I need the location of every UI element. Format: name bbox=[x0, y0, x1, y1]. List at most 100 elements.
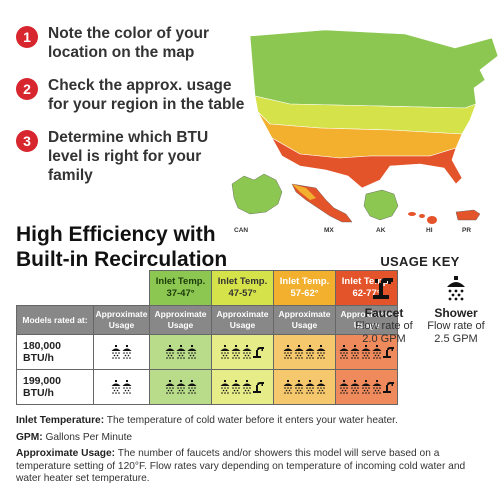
faucet-icon bbox=[382, 347, 394, 358]
shower-icon bbox=[111, 380, 121, 394]
usage-cell bbox=[273, 369, 336, 405]
step-text: Note the color of your location on the m… bbox=[48, 25, 210, 61]
step-number-badge: 3 bbox=[16, 130, 38, 152]
usage-key-title: USAGE KEY bbox=[380, 254, 460, 269]
table-subheader-row: Models rated at: Approximate Usage Appro… bbox=[16, 305, 398, 335]
shower-icon bbox=[283, 345, 293, 359]
label-pr: PR bbox=[462, 227, 471, 234]
shower-icon bbox=[361, 380, 370, 394]
shower-key-desc: Flow rate of 2.5 GPM bbox=[427, 320, 485, 345]
shower-icon bbox=[316, 380, 326, 394]
shower-icon bbox=[231, 345, 241, 359]
faucet-icon bbox=[253, 347, 264, 358]
faucet-key: Faucet Flow rate of 2.0 GPM bbox=[350, 275, 418, 346]
shower-icon bbox=[339, 345, 348, 359]
shower-icon bbox=[176, 380, 185, 394]
shower-icon bbox=[122, 345, 132, 359]
shower-key: Shower Flow rate of 2.5 GPM bbox=[422, 275, 490, 346]
shower-icon bbox=[165, 345, 174, 359]
notes: Inlet Temperature: The temperature of co… bbox=[16, 415, 486, 490]
column-header: Inlet Temp. 47-57° bbox=[211, 270, 274, 306]
usage-cell bbox=[211, 369, 274, 405]
step-2: 2 Check the approx. usage for your regio… bbox=[16, 76, 246, 114]
column-header: Inlet Temp. 37-47° bbox=[149, 270, 212, 306]
mexico-map: MX bbox=[291, 183, 353, 234]
step-1: 1 Note the color of your location on the… bbox=[16, 24, 246, 62]
shower-icon bbox=[305, 345, 315, 359]
title-line-2: Built-in Recirculation bbox=[16, 248, 228, 271]
usa-map bbox=[249, 29, 499, 189]
usage-cell bbox=[335, 369, 398, 405]
shower-icon bbox=[350, 380, 359, 394]
title-line-1: High Efficiency with bbox=[16, 223, 216, 246]
faucet-icon bbox=[373, 278, 393, 299]
shower-icon bbox=[294, 380, 304, 394]
note-usage: Approximate Usage: The number of faucets… bbox=[16, 448, 466, 484]
shower-icon bbox=[187, 345, 196, 359]
shower-icon bbox=[305, 380, 315, 394]
shower-icon bbox=[242, 380, 252, 394]
shower-icon bbox=[165, 380, 174, 394]
steps-list: 1 Note the color of your location on the… bbox=[16, 24, 246, 199]
usage-cell bbox=[149, 369, 212, 405]
usage-cell bbox=[93, 334, 150, 370]
usage-cell bbox=[211, 334, 274, 370]
shower-icon bbox=[242, 345, 252, 359]
subheader: Approximate Usage bbox=[335, 305, 398, 335]
shower-icon bbox=[361, 345, 370, 359]
step-text: Determine which BTU level is right for y… bbox=[48, 129, 209, 184]
label-can: CAN bbox=[234, 227, 248, 234]
climate-map: CAN MX AK HI PR bbox=[231, 29, 499, 234]
usage-cell bbox=[149, 334, 212, 370]
subheader: Approximate Usage bbox=[273, 305, 336, 335]
shower-icon bbox=[350, 345, 359, 359]
row-label: 180,000 BTU/h bbox=[16, 334, 94, 370]
shower-icon bbox=[316, 345, 326, 359]
subheader: Approximate Usage bbox=[149, 305, 212, 335]
subheader: Approximate Usage bbox=[93, 305, 150, 335]
column-header: Inlet Temp. 62-77° bbox=[335, 270, 398, 306]
note-gpm: GPM: Gallons Per Minute bbox=[16, 431, 133, 443]
step-text: Check the approx. usage for your region … bbox=[48, 77, 245, 113]
shower-icon bbox=[187, 380, 196, 394]
label-hi: HI bbox=[426, 227, 433, 234]
shower-icon bbox=[294, 345, 304, 359]
faucet-key-name: Faucet bbox=[364, 306, 404, 320]
faucet-icon bbox=[382, 382, 394, 393]
shower-icon bbox=[372, 380, 381, 394]
table-row: 199,000 BTU/h bbox=[16, 369, 398, 405]
shower-icon bbox=[231, 380, 241, 394]
faucet-key-desc: Flow rate of 2.0 GPM bbox=[355, 320, 413, 345]
usage-cell bbox=[273, 334, 336, 370]
step-number-badge: 2 bbox=[16, 78, 38, 100]
alaska-map: AK bbox=[363, 189, 399, 234]
shower-key-name: Shower bbox=[434, 306, 478, 320]
column-header: Inlet Temp. 57-62° bbox=[273, 270, 336, 306]
label-mx: MX bbox=[324, 227, 334, 234]
shower-icon bbox=[220, 380, 230, 394]
faucet-icon bbox=[253, 382, 264, 393]
shower-icon bbox=[111, 345, 121, 359]
shower-icon bbox=[122, 380, 132, 394]
usage-cell bbox=[335, 334, 398, 370]
puerto-rico-map: PR bbox=[455, 209, 481, 234]
usage-cell bbox=[93, 369, 150, 405]
note-inlet: Inlet Temperature: The temperature of co… bbox=[16, 415, 398, 426]
usage-key: USAGE KEY Faucet Flow rate of 2.0 GPM Sh… bbox=[350, 254, 490, 346]
row-header-label: Models rated at: bbox=[16, 305, 94, 335]
canada-map: CAN bbox=[231, 173, 283, 234]
step-number-badge: 1 bbox=[16, 26, 38, 48]
table-header-row: Inlet Temp. 37-47° Inlet Temp. 47-57° Inle… bbox=[17, 270, 398, 306]
shower-icon bbox=[176, 345, 185, 359]
shower-icon bbox=[447, 276, 465, 301]
shower-icon bbox=[283, 380, 293, 394]
table-row: 180,000 BTU/h bbox=[16, 334, 398, 370]
step-3: 3 Determine which BTU level is right for… bbox=[16, 128, 246, 185]
hawaii-map: HI bbox=[408, 212, 437, 234]
shower-icon bbox=[372, 345, 381, 359]
usage-table: Inlet Temp. 37-47° Inlet Temp. 47-57° Inle… bbox=[16, 270, 398, 405]
label-ak: AK bbox=[376, 227, 386, 234]
row-label: 199,000 BTU/h bbox=[16, 369, 94, 405]
shower-icon bbox=[220, 345, 230, 359]
shower-icon bbox=[339, 380, 348, 394]
